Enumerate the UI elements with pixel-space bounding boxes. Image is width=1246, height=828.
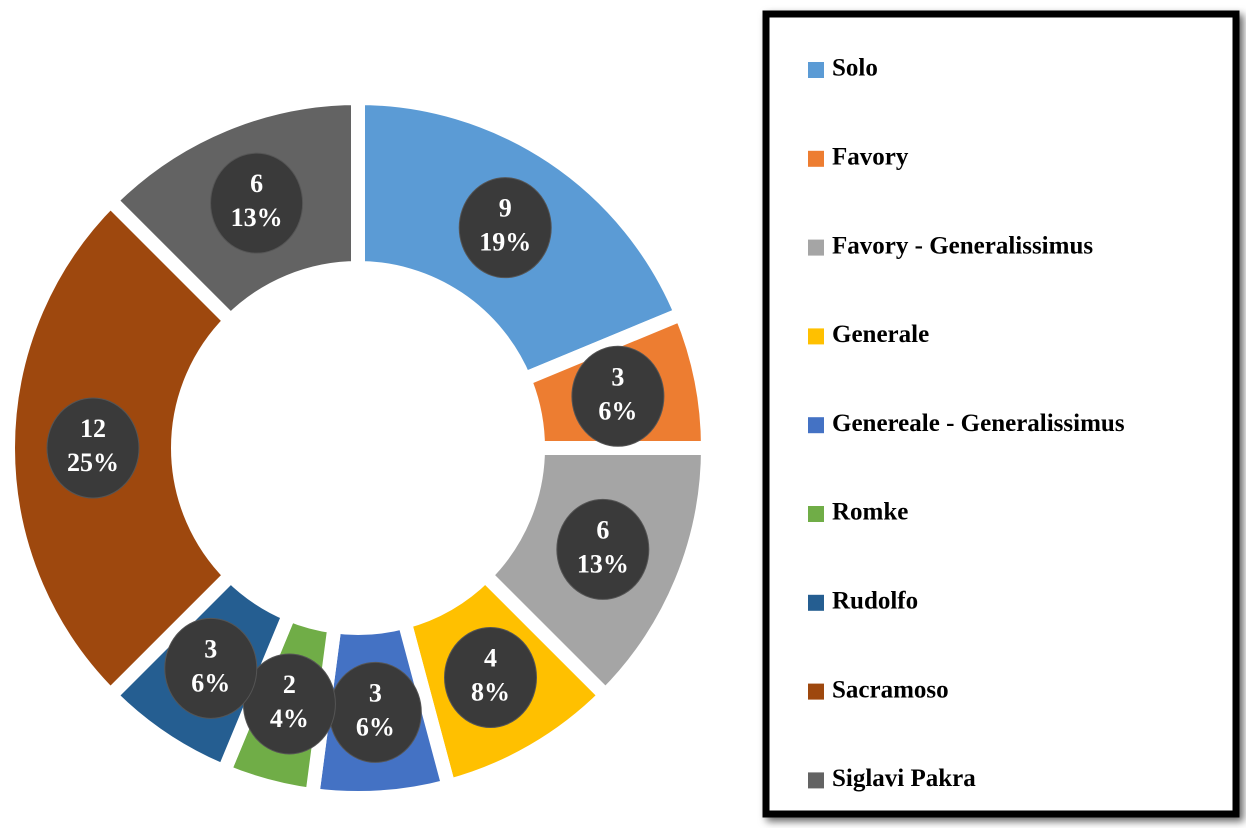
percent-label: 13%	[231, 203, 283, 232]
percent-label: 13%	[577, 549, 629, 578]
legend-swatch	[808, 772, 824, 789]
percent-label: 6%	[191, 668, 230, 697]
value-label: 2	[283, 670, 296, 699]
data-label: 919%	[458, 177, 552, 279]
legend-label: Generale	[832, 321, 929, 348]
legend-swatch	[808, 506, 824, 522]
legend-box	[762, 10, 1240, 818]
data-label: 36%	[328, 661, 422, 763]
data-label: 36%	[571, 345, 665, 447]
value-label: 3	[204, 634, 217, 663]
value-label: 6	[596, 515, 609, 544]
legend-label: Solo	[832, 55, 878, 82]
data-label: 613%	[210, 152, 304, 254]
legend-label: Rudolfo	[832, 588, 918, 615]
data-label: 613%	[556, 498, 650, 600]
data-label: 36%	[164, 617, 258, 719]
legend-label: Sacramoso	[832, 676, 949, 703]
value-label: 3	[611, 362, 624, 391]
legend-label: Siglavi Pakra	[832, 765, 976, 792]
label-bubble	[556, 498, 650, 600]
percent-label: 4%	[270, 704, 309, 733]
label-bubble	[444, 626, 537, 728]
value-label: 3	[369, 678, 382, 707]
label-bubble	[46, 397, 140, 499]
data-label: 24%	[242, 653, 336, 755]
legend-swatch	[808, 328, 824, 345]
data-label: 48%	[444, 626, 537, 728]
value-label: 9	[499, 194, 512, 223]
percent-label: 25%	[67, 448, 119, 477]
label-bubble	[164, 617, 258, 719]
value-label: 12	[80, 414, 106, 443]
legend-swatch	[808, 62, 824, 78]
legend-label: Genereale - Generalissimus	[832, 410, 1125, 437]
percent-label: 6%	[356, 712, 395, 741]
legend-swatch	[808, 150, 824, 167]
legend-swatch	[808, 594, 824, 611]
value-label: 6	[250, 169, 263, 198]
value-label: 4	[484, 643, 497, 672]
label-bubble	[210, 152, 304, 254]
legend-swatch	[808, 239, 824, 256]
legend-swatch	[808, 683, 824, 700]
label-bubble	[571, 345, 665, 447]
legend-swatch	[808, 417, 824, 434]
percent-label: 8%	[471, 677, 510, 706]
percent-label: 6%	[598, 396, 637, 425]
percent-label: 19%	[479, 228, 531, 257]
legend-label: Romke	[832, 499, 908, 526]
legend-label: Favory - Generalissimus	[832, 232, 1093, 259]
legend-label: Favory	[832, 144, 909, 171]
label-bubble	[458, 177, 552, 279]
